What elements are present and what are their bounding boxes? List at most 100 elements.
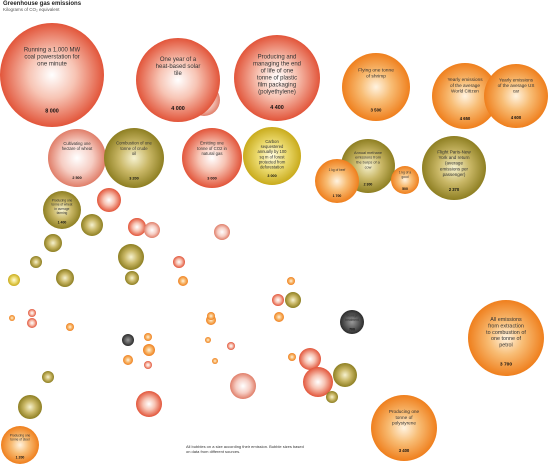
bubble-b4: Flying one tonne of shrimp 3 500 [342,53,410,121]
bubble-b12: Flight Paris-New York and return (average e… [422,136,486,200]
small-bubble [214,224,230,240]
bubble-b3: Producing and managing the end of life of … [234,35,320,121]
bubble-circle [315,159,359,203]
small-bubble [285,292,301,308]
bubble-label: Flying one tonne of shrimp [358,68,394,80]
bubble-value: 4 650 [460,116,471,121]
small-bubble [143,344,155,356]
small-bubble [128,218,146,236]
bubble-b5: Yearly emissions of the average World Citi… [432,63,498,129]
bubble-label: Combustion of one tonne of crude oil [116,141,152,157]
bubble-value: 1 400 [58,221,67,225]
bubble-value: 700 [349,328,355,332]
bubble-value: 3 500 [371,107,382,112]
small-bubble [30,256,42,268]
bubble-label: Carbon sequestered annually by 100 sq m of … [258,139,288,170]
bubble-value: 2 500 [72,176,81,180]
bubble-label: Annual methane emissions from the burps of… [354,151,382,170]
bubble-label: Producing one tonne of polystyrene [389,409,420,425]
bubble-value: 3 700 [500,361,512,367]
bubble-b14: 1 kg of a good 500 [391,166,419,194]
bubble-value: 4 400 [270,105,284,111]
bubble-label: 1 kg of a good [399,171,411,179]
small-bubble [18,395,42,419]
bubble-value: 3 000 [267,174,276,178]
bubble-circle [432,63,498,129]
small-bubble [9,315,15,321]
bubble-circle [468,300,544,376]
bubble-label: Running a 1,000 MW coal powerstation for o… [24,48,81,68]
small-bubble [272,294,284,306]
bubble-b1: Running a 1,000 MW coal powerstation for o… [0,23,104,127]
small-bubble [144,333,152,341]
bubble-b6: Yearly emissions of the average US car 4 60… [484,64,548,128]
small-bubble [81,214,103,236]
bubble-label: Emitting one tonne of CO2 in natural gas [197,141,228,157]
bubble-circle [234,35,320,121]
bubble-label: All emissions from extraction to combustio… [486,317,526,349]
bubble-value: 1 700 [333,194,342,198]
chart-title: Greenhouse gas emissions [3,1,82,7]
bubble-value: 500 [402,187,408,191]
bubble-b18: Producing one tonne of steel 1 200 [1,426,39,464]
small-bubble [173,256,185,268]
bubble-circle [43,191,81,229]
bubble-circle [342,53,410,121]
bubble-value: 3 200 [129,177,139,181]
bubble-circle [243,127,301,185]
bubble-b17: Producing one tonne of polystyrene 3 400 [371,395,437,461]
bubble-value: 2 300 [364,182,373,186]
bubble-label: Flight Paris-New York and return (average e… [437,150,471,177]
small-bubble [123,355,133,365]
bubble-circle [391,166,419,194]
small-bubble [274,312,284,322]
bubble-label: One year of a heat-based solar tile [156,57,201,77]
bubble-circle [1,426,39,464]
bubble-label: Producing and managing the end of life of … [253,55,301,96]
bubble-circle [136,38,220,122]
small-bubble [8,274,20,286]
chart-subtitle: Kilograms of CO₂ equivalent [3,7,60,12]
small-bubble [144,222,160,238]
bubble-circle [182,128,242,188]
bubble-value: 3 000 [207,177,217,181]
bubble-label: Producing one tonne of wheat in average far… [52,198,73,215]
small-bubble [207,312,215,320]
bubble-b16: All emissions from extraction to combustio… [468,300,544,376]
bubble-circle [371,395,437,461]
small-bubble [144,361,152,369]
bubble-b9: Emitting one tonne of CO2 in natural gas 3 … [182,128,242,188]
bubble-circle [340,310,364,334]
bubble-circle [484,64,548,128]
bubble-b2: One year of a heat-based solar tile 4 000 [136,38,220,122]
bubble-label: Producing one tonne of steel [10,433,31,441]
bubble-value: 1 200 [16,456,25,460]
small-bubble [125,271,139,285]
small-bubble [288,353,296,361]
bubble-value: 4 000 [171,106,185,112]
small-bubble [136,391,162,417]
bubble-label: 1 kg of beef [329,168,346,172]
bubble-label: Sewage treatment [345,314,359,322]
bubble-value: 8 000 [45,108,59,114]
small-bubble [230,373,256,399]
bubble-b8: Combustion of one tonne of crude oil 3 200 [104,128,164,188]
bubble-value: 2 370 [449,187,460,192]
small-bubble [326,391,338,403]
chart-footnote: All bubbles on a size according their em… [186,444,304,454]
small-bubble [299,348,321,370]
small-bubble [28,309,36,317]
bubble-value: 3 400 [399,448,410,453]
small-bubble [56,269,74,287]
bubble-b13: 1 kg of beef 1 700 [315,159,359,203]
small-bubble [303,367,333,397]
bubble-label: Yearly emissions of the average US car [498,78,535,94]
small-bubble [333,363,357,387]
small-bubble [178,276,188,286]
small-bubble [42,371,54,383]
small-bubble [287,277,295,285]
bubble-b19: Sewage treatment 700 [340,310,364,334]
bubble-b15: Producing one tonne of wheat in average far… [43,191,81,229]
bubble-b10: Carbon sequestered annually by 100 sq m of … [243,127,301,185]
